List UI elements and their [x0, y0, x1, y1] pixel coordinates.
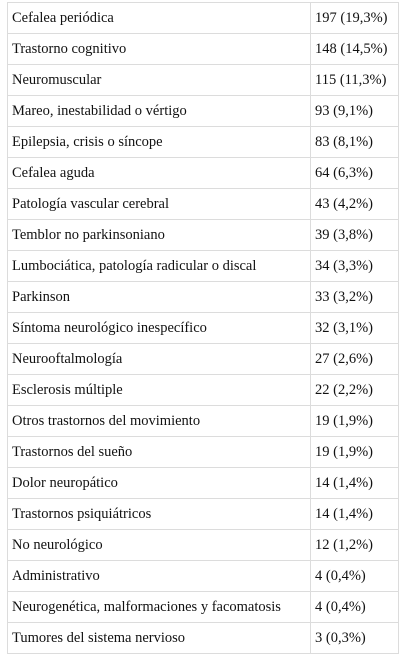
data-table: Cefalea periódica 197 (19,3%) Trastorno co… — [7, 2, 399, 654]
category-cell: No neurológico — [7, 529, 311, 561]
count-cell: 197 (19,3%) — [310, 2, 399, 34]
count-cell: 14 (1,4%) — [310, 467, 399, 499]
table-row: Cefalea periódica 197 (19,3%) — [7, 2, 399, 34]
count-cell: 93 (9,1%) — [310, 95, 399, 127]
count-cell: 4 (0,4%) — [310, 560, 399, 592]
count-cell: 27 (2,6%) — [310, 343, 399, 375]
category-cell: Cefalea periódica — [7, 2, 311, 34]
category-cell: Tumores del sistema nervioso — [7, 622, 311, 654]
count-cell: 32 (3,1%) — [310, 312, 399, 344]
table-row: Trastornos psiquiátricos 14 (1,4%) — [7, 498, 399, 530]
table-row: Trastorno cognitivo 148 (14,5%) — [7, 33, 399, 65]
table-row: Administrativo 4 (0,4%) — [7, 560, 399, 592]
count-cell: 22 (2,2%) — [310, 374, 399, 406]
table-row: Temblor no parkinsoniano 39 (3,8%) — [7, 219, 399, 251]
category-cell: Síntoma neurológico inespecífico — [7, 312, 311, 344]
count-cell: 19 (1,9%) — [310, 405, 399, 437]
count-cell: 148 (14,5%) — [310, 33, 399, 65]
category-cell: Lumbociática, patología radicular o disc… — [7, 250, 311, 282]
category-cell: Patología vascular cerebral — [7, 188, 311, 220]
table-row: Otros trastornos del movimiento 19 (1,9%) — [7, 405, 399, 437]
count-cell: 43 (4,2%) — [310, 188, 399, 220]
table-row: Dolor neuropático 14 (1,4%) — [7, 467, 399, 499]
table-row: Esclerosis múltiple 22 (2,2%) — [7, 374, 399, 406]
count-cell: 34 (3,3%) — [310, 250, 399, 282]
table-row: Neurogenética, malformaciones y facomato… — [7, 591, 399, 623]
table-row: Mareo, inestabilidad o vértigo 93 (9,1%) — [7, 95, 399, 127]
count-cell: 14 (1,4%) — [310, 498, 399, 530]
category-cell: Epilepsia, crisis o síncope — [7, 126, 311, 158]
count-cell: 3 (0,3%) — [310, 622, 399, 654]
count-cell: 39 (3,8%) — [310, 219, 399, 251]
category-cell: Neuromuscular — [7, 64, 311, 96]
table-row: Trastornos del sueño 19 (1,9%) — [7, 436, 399, 468]
table-row: Parkinson 33 (3,2%) — [7, 281, 399, 313]
category-cell: Cefalea aguda — [7, 157, 311, 189]
table-container: Cefalea periódica 197 (19,3%) Trastorno co… — [7, 2, 399, 654]
table-row: Tumores del sistema nervioso 3 (0,3%) — [7, 622, 399, 654]
table-row: Epilepsia, crisis o síncope 83 (8,1%) — [7, 126, 399, 158]
table-row: Lumbociática, patología radicular o disc… — [7, 250, 399, 282]
table-row: Neurooftalmología 27 (2,6%) — [7, 343, 399, 375]
category-cell: Neurooftalmología — [7, 343, 311, 375]
count-cell: 115 (11,3%) — [310, 64, 399, 96]
category-cell: Mareo, inestabilidad o vértigo — [7, 95, 311, 127]
category-cell: Parkinson — [7, 281, 311, 313]
count-cell: 12 (1,2%) — [310, 529, 399, 561]
table-row: Neuromuscular 115 (11,3%) — [7, 64, 399, 96]
count-cell: 33 (3,2%) — [310, 281, 399, 313]
category-cell: Dolor neuropático — [7, 467, 311, 499]
category-cell: Trastornos psiquiátricos — [7, 498, 311, 530]
category-cell: Trastorno cognitivo — [7, 33, 311, 65]
category-cell: Administrativo — [7, 560, 311, 592]
count-cell: 64 (6,3%) — [310, 157, 399, 189]
table-row: Síntoma neurológico inespecífico 32 (3,1%… — [7, 312, 399, 344]
count-cell: 83 (8,1%) — [310, 126, 399, 158]
table-row: Patología vascular cerebral 43 (4,2%) — [7, 188, 399, 220]
category-cell: Esclerosis múltiple — [7, 374, 311, 406]
count-cell: 19 (1,9%) — [310, 436, 399, 468]
count-cell: 4 (0,4%) — [310, 591, 399, 623]
category-cell: Trastornos del sueño — [7, 436, 311, 468]
category-cell: Neurogenética, malformaciones y facomato… — [7, 591, 311, 623]
table-row: No neurológico 12 (1,2%) — [7, 529, 399, 561]
category-cell: Temblor no parkinsoniano — [7, 219, 311, 251]
category-cell: Otros trastornos del movimiento — [7, 405, 311, 437]
table-row: Cefalea aguda 64 (6,3%) — [7, 157, 399, 189]
